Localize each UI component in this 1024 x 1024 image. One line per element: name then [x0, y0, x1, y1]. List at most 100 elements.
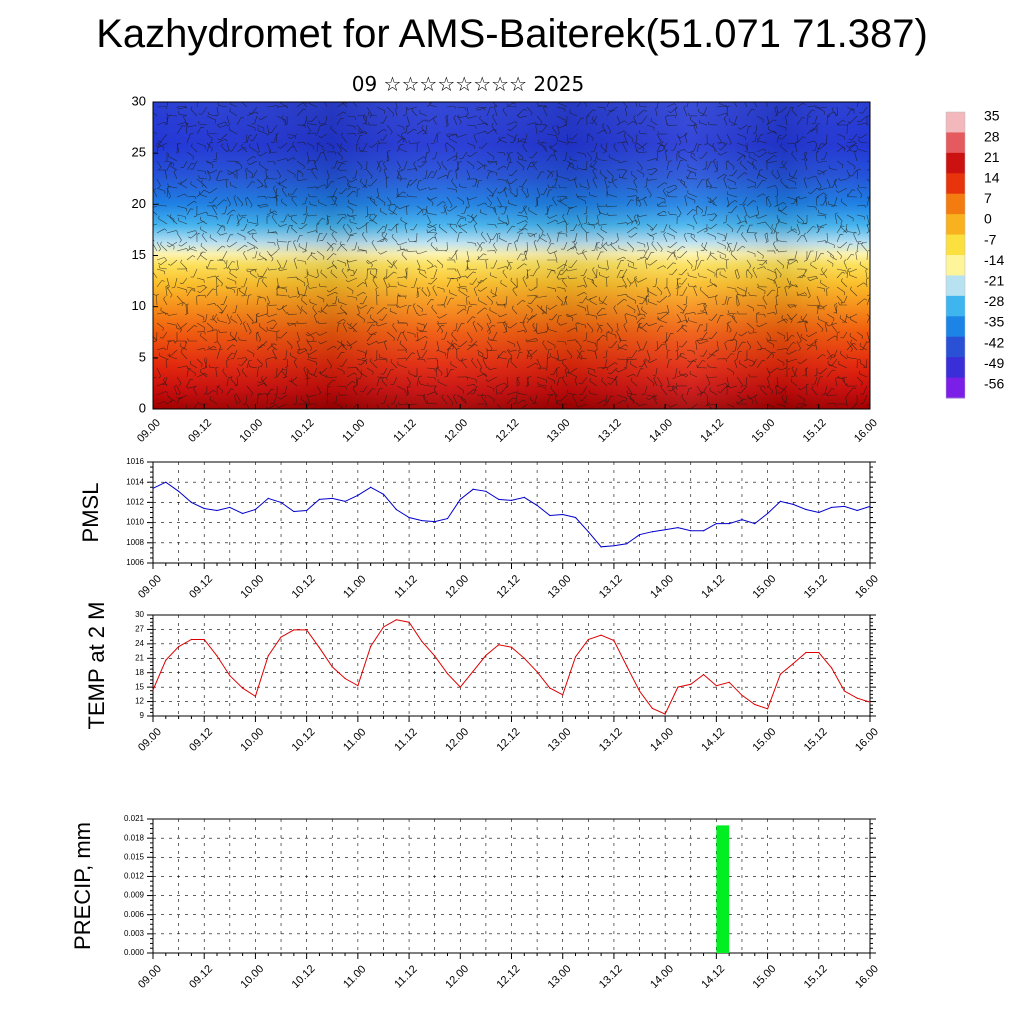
xtick-label: 15.12 — [802, 963, 830, 991]
panel-grid — [153, 615, 870, 716]
heatmap-panel: 0 5 10 15 20 25 30 09.00 09.12 10.00 10.12 11.00 11.… — [132, 93, 880, 444]
xtick-label: 12.00 — [443, 573, 471, 601]
heatmap-xtick-label: 10.12 — [289, 417, 317, 445]
series-point — [626, 665, 628, 667]
colorbar-label: -56 — [984, 376, 1004, 392]
heatmap-ytick-label: 20 — [132, 196, 146, 211]
series-point — [216, 655, 218, 657]
xtick-label: 13.00 — [546, 726, 574, 754]
series-point — [779, 673, 781, 675]
ytick-label: 24 — [135, 639, 144, 648]
series-point — [306, 509, 308, 512]
heatmap-xtick-label: 11.00 — [340, 417, 367, 444]
xtick-label: 11.00 — [341, 726, 368, 753]
colorbar-label: 7 — [984, 190, 992, 206]
series-point — [395, 619, 397, 621]
series-point — [446, 673, 449, 675]
series-point — [562, 694, 564, 696]
colorbar-swatch — [946, 295, 965, 317]
xtick-label: 09.12 — [187, 726, 215, 754]
colorbar-label: -7 — [984, 231, 997, 247]
series-point — [472, 670, 474, 672]
heatmap-xtick-label: 09.12 — [186, 417, 214, 445]
colorbar-label: 35 — [984, 108, 1000, 124]
colorbar-label: 0 — [984, 211, 992, 227]
xtick-label: 11.12 — [392, 573, 419, 600]
series-point — [267, 497, 269, 499]
colorbar-frame — [945, 111, 966, 399]
series-point — [190, 638, 193, 641]
series-point — [843, 505, 845, 508]
ytick-label: 9 — [140, 711, 145, 720]
colorbar-swatch — [946, 357, 965, 379]
series-point — [715, 685, 717, 687]
series-point — [293, 510, 295, 513]
series-point — [562, 513, 564, 516]
series-point — [434, 520, 436, 523]
page-title: Kazhydromet for AMS-Baiterek(51.071 71.3… — [96, 12, 928, 56]
series-point — [702, 674, 705, 676]
heatmap-ytick-label: 10 — [132, 298, 146, 313]
xtick-label: 15.00 — [751, 963, 779, 991]
colorbar-swatch — [946, 193, 965, 215]
xtick-label: 16.00 — [853, 963, 881, 991]
xtick-label: 13.00 — [546, 963, 574, 991]
series-point — [459, 498, 461, 500]
series-point — [152, 689, 154, 691]
xtick-label: 11.12 — [392, 963, 419, 990]
series-point — [715, 523, 717, 525]
heatmap-xtick-label: 15.12 — [801, 417, 829, 445]
xtick-label: 10.12 — [290, 573, 318, 601]
series-point — [626, 543, 628, 545]
series-point — [856, 697, 858, 699]
series-point — [408, 621, 410, 623]
ytick-label: 12 — [135, 697, 144, 706]
series-point — [254, 508, 257, 511]
series-point — [178, 646, 180, 648]
ytick-label: 0.015 — [124, 852, 145, 861]
xtick-label: 13.12 — [597, 963, 625, 991]
series-point — [203, 507, 205, 510]
series-point — [498, 644, 500, 646]
xtick-label: 13.00 — [546, 573, 574, 601]
colorbar-label: 21 — [984, 149, 1000, 165]
colorbar-label: -42 — [984, 334, 1004, 350]
colorbar-swatch — [946, 377, 965, 399]
series-point — [677, 686, 679, 688]
series-point — [523, 496, 525, 498]
ytick-label: 0.018 — [124, 833, 145, 842]
colorbar-label: -28 — [984, 293, 1004, 309]
heatmap-ytick-label: 0 — [139, 400, 146, 415]
series-point — [446, 517, 449, 520]
xtick-label: 10.12 — [290, 726, 318, 754]
heatmap-xtick-label: 13.00 — [545, 417, 573, 445]
colorbar-swatch — [946, 173, 965, 195]
series-point — [318, 647, 321, 649]
heatmap-shading — [153, 102, 870, 409]
ytick-label: 30 — [135, 610, 144, 619]
series-point — [702, 530, 705, 532]
series-point — [331, 497, 333, 499]
xtick-label: 10.00 — [238, 963, 266, 991]
colorbar-swatch — [946, 214, 965, 236]
series-point — [728, 681, 730, 683]
colorbar-label: 14 — [984, 170, 1000, 186]
heatmap-xtick-label: 13.12 — [596, 417, 624, 445]
series-point — [318, 498, 321, 500]
xtick-label: 10.00 — [238, 726, 266, 754]
series-point — [152, 487, 154, 489]
temp-panel: 9 12 15 18 21 24 27 30 09.00 09.12 10.00 10.12 11.00… — [84, 602, 881, 754]
colorbar-swatch — [946, 316, 965, 338]
colorbar-label: -21 — [984, 273, 1004, 289]
ytick-label: 0.003 — [124, 929, 145, 938]
heatmap-xtick-label: 11.12 — [391, 417, 418, 444]
series-point — [498, 498, 500, 500]
colorbar-swatch — [946, 152, 965, 174]
xtick-label: 11.00 — [341, 573, 368, 600]
series-point — [165, 659, 167, 661]
series-point — [779, 500, 781, 502]
series-point — [818, 651, 820, 654]
series-point — [306, 629, 308, 631]
panel-ylabel: PRECIP, mm — [70, 822, 95, 950]
series-point — [869, 701, 871, 703]
